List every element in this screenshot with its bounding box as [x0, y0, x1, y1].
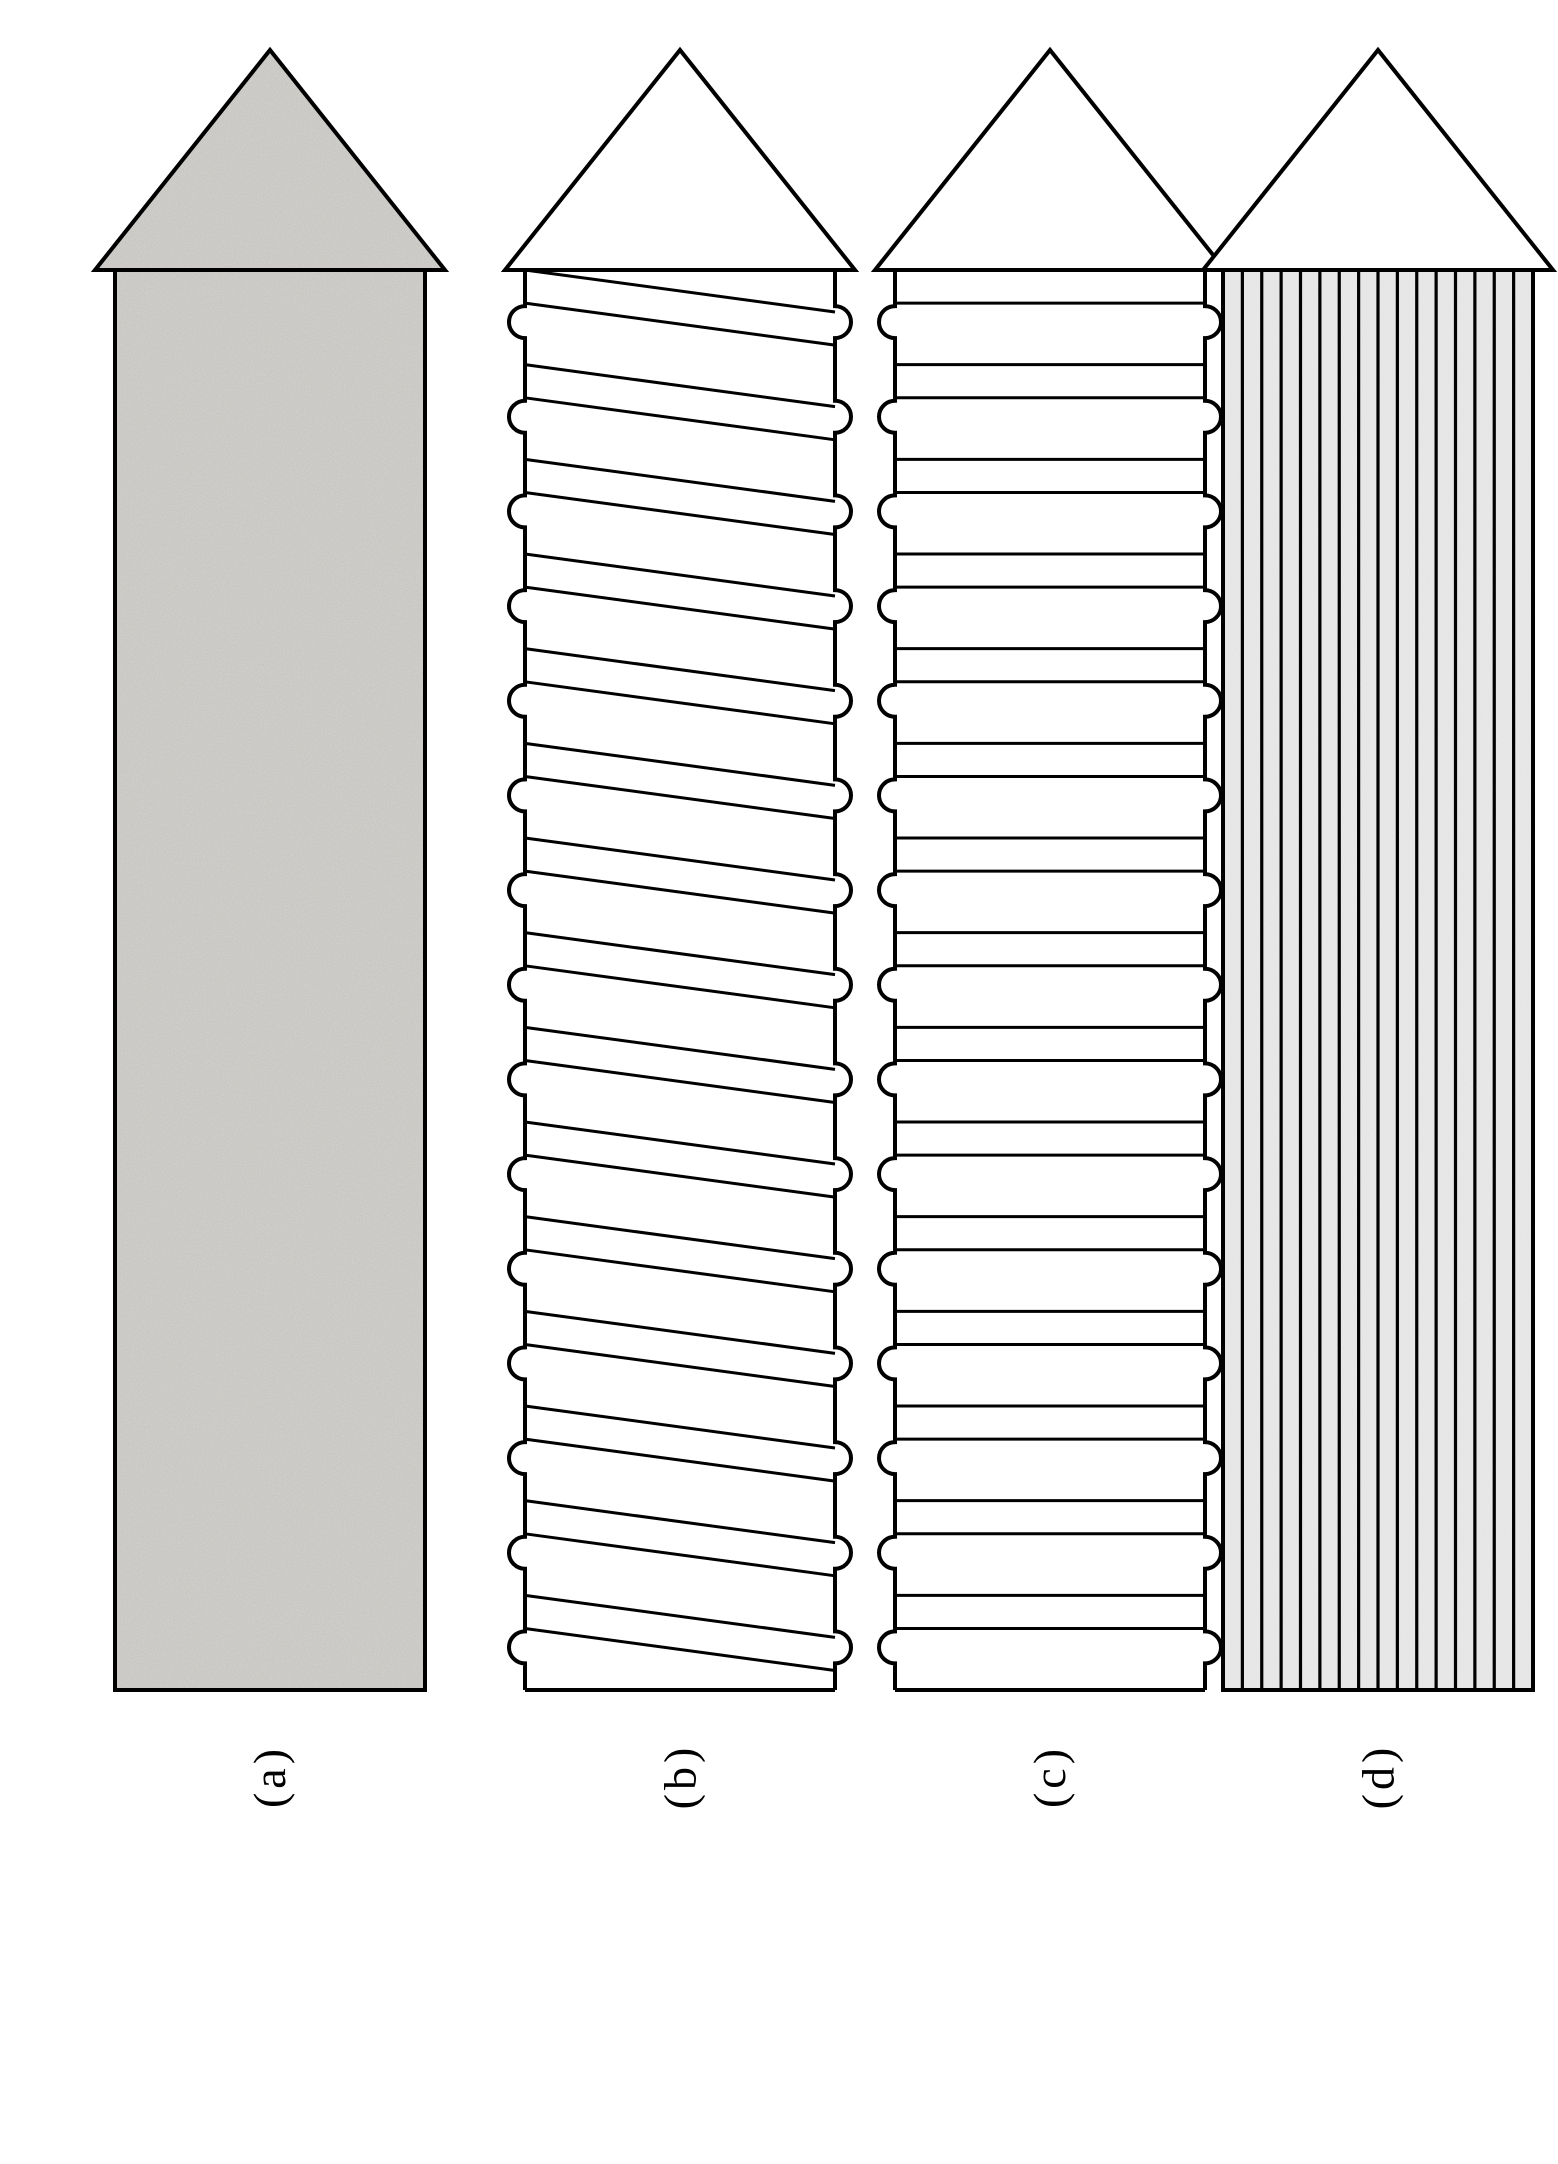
figure-a: (a)	[90, 30, 450, 1803]
figure-label-c: (c)	[1024, 1745, 1077, 1808]
figure-label-b: (b)	[653, 1744, 706, 1810]
pencil-tip-outline	[875, 50, 1225, 270]
pencil-diagram-c	[870, 30, 1230, 1710]
thread-body	[879, 270, 1221, 1690]
thread-body	[509, 270, 851, 1690]
pencil-diagram-d	[1198, 30, 1558, 1710]
pencil-tip-outline	[1203, 50, 1553, 270]
pencil-diagram-b	[500, 30, 860, 1710]
pencil-diagram-a	[90, 30, 450, 1710]
pencil-tip-stipple	[95, 50, 445, 270]
figure-label-d: (d)	[1351, 1744, 1404, 1810]
pencil-body-stipple	[115, 270, 425, 1690]
figure-c: (c)	[870, 30, 1230, 1803]
figure-label-a: (a)	[244, 1745, 297, 1808]
pencil-tip-outline	[505, 50, 855, 270]
figure-b: (b)	[500, 30, 860, 1803]
figure-d: (d)	[1198, 30, 1558, 1803]
